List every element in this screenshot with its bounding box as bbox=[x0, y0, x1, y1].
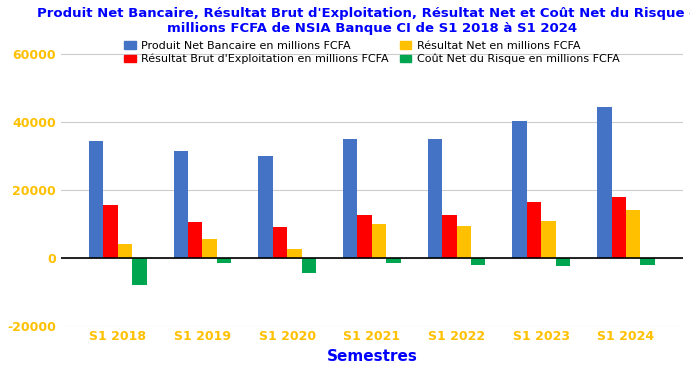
Bar bbox=[372, 224, 386, 258]
Legend: Produit Net Bancaire en millions FCFA, Résultat Brut d'Exploitation en millions : Produit Net Bancaire en millions FCFA, R… bbox=[121, 37, 622, 68]
Bar bbox=[555, 258, 570, 266]
Bar bbox=[118, 244, 132, 258]
Bar bbox=[386, 258, 401, 263]
Bar bbox=[302, 258, 316, 273]
Bar bbox=[357, 216, 372, 258]
Bar bbox=[104, 205, 118, 258]
Bar bbox=[258, 156, 273, 258]
Bar bbox=[174, 151, 188, 258]
Bar bbox=[273, 227, 287, 258]
Bar bbox=[287, 249, 302, 258]
Bar bbox=[640, 258, 655, 265]
Bar bbox=[343, 139, 357, 258]
Bar bbox=[428, 139, 442, 258]
Bar bbox=[132, 258, 146, 285]
Bar bbox=[527, 202, 541, 258]
Bar bbox=[471, 258, 485, 265]
Bar bbox=[217, 258, 231, 263]
Bar bbox=[541, 220, 555, 258]
Title: Produit Net Bancaire, Résultat Brut d'Exploitation, Résultat Net et Coût Net du : Produit Net Bancaire, Résultat Brut d'Ex… bbox=[37, 7, 690, 35]
Bar bbox=[626, 210, 640, 258]
Bar bbox=[202, 239, 217, 258]
Bar bbox=[513, 121, 527, 258]
Bar bbox=[457, 226, 471, 258]
X-axis label: Semestres: Semestres bbox=[326, 349, 417, 364]
Bar bbox=[188, 222, 202, 258]
Bar bbox=[611, 197, 626, 258]
Bar bbox=[89, 141, 104, 258]
Bar bbox=[597, 107, 611, 258]
Bar bbox=[442, 216, 457, 258]
